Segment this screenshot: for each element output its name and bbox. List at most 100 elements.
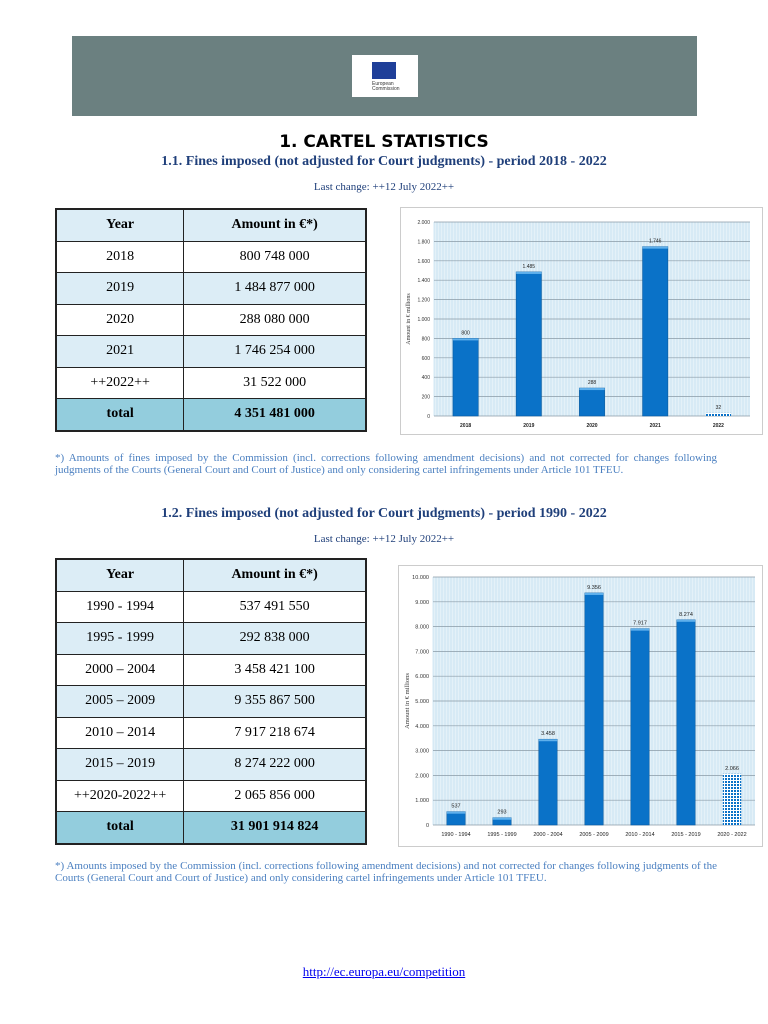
x-tick-label: 2021 (650, 423, 661, 429)
european-commission-logo: European Commission (352, 55, 418, 97)
section1-subtitle: 1.1. Fines imposed (not adjusted for Cou… (161, 154, 607, 169)
y-tick-label: 1.400 (417, 278, 430, 284)
cell-amount: 292 838 000 (183, 622, 367, 655)
cell-amount: 9 355 867 500 (183, 685, 367, 718)
cell-amount: 31 522 000 (183, 366, 367, 399)
data-label: 8.274 (679, 612, 693, 618)
section2-subtitle: 1.2. Fines imposed (not adjusted for Cou… (161, 506, 607, 521)
y-tick-label: 3.000 (415, 749, 429, 755)
section2-footnote: *) Amounts imposed by the Commission (in… (55, 860, 717, 884)
y-tick-label: 1.000 (415, 798, 429, 804)
bar-top-highlight (452, 338, 479, 341)
y-tick-label: 400 (422, 375, 431, 381)
table-row: 2018 800 748 000 (55, 240, 367, 273)
cell-year: 2020 (55, 303, 185, 336)
x-tick-label: 2010 - 2014 (625, 832, 654, 838)
cell-amount: 2 065 856 000 (183, 779, 367, 812)
y-tick-label: 0 (426, 823, 429, 829)
cell-year: ++2020-2022++ (55, 779, 185, 812)
table-header: Year Amount in €*) (55, 208, 367, 242)
bar-top-highlight (584, 592, 604, 595)
y-tick-label: 1.000 (417, 317, 430, 323)
cell-year: 2000 – 2004 (55, 653, 185, 686)
bar (705, 412, 732, 416)
bar-top-highlight (630, 628, 650, 631)
table-row: 1990 - 1994 537 491 550 (55, 590, 367, 623)
table-header: Year Amount in €*) (55, 558, 367, 592)
cell-amount: 800 748 000 (183, 240, 367, 273)
bar-top-highlight (579, 388, 605, 391)
col-amount: Amount in €*) (183, 208, 367, 242)
cell-amount: 3 458 421 100 (183, 653, 367, 686)
x-tick-label: 2019 (523, 423, 534, 429)
cell-amount: 1 484 877 000 (183, 272, 367, 305)
bar-top-highlight (492, 817, 512, 820)
table-row: 2020 288 080 000 (55, 303, 367, 336)
x-tick-label: 2020 - 2022 (717, 832, 746, 838)
competition-link[interactable]: http://ec.europa.eu/competition (302, 964, 466, 979)
total-row: total 31 901 914 824 (55, 811, 367, 844)
cell-total-label: total (55, 811, 185, 844)
total-row: total 4 351 481 000 (55, 398, 367, 431)
chart-fines-2018-2022: 0 200 400 600 800 1.000 1.200 1.400 1.600 1.800 2.… (400, 207, 763, 435)
data-label: 2.066 (725, 766, 739, 772)
table-row: 2021 1 746 254 000 (55, 335, 367, 368)
y-tick-label: 1.200 (417, 298, 430, 304)
cell-amount: 7 917 218 674 (183, 716, 367, 749)
y-tick-label: 7.000 (415, 649, 429, 655)
table-row: ++2020-2022++ 2 065 856 000 (55, 779, 367, 812)
x-tick-label: 2020 (586, 423, 597, 429)
bar-top-highlight (676, 619, 696, 622)
y-axis-label: Amount in € millions (404, 673, 411, 729)
data-label: 288 (588, 380, 597, 386)
data-label: 537 (451, 804, 460, 810)
bar-top-highlight (538, 739, 558, 742)
logo-text: European Commission (372, 81, 400, 92)
y-tick-label: 4.000 (415, 724, 429, 730)
y-tick-label: 5.000 (415, 699, 429, 705)
bar (452, 338, 479, 417)
y-tick-label: 6.000 (415, 674, 429, 680)
x-tick-label: 2022 (713, 423, 724, 429)
data-label: 293 (497, 810, 506, 816)
x-tick-label: 2000 - 2004 (533, 832, 562, 838)
bar (722, 773, 742, 825)
y-tick-label: 0 (427, 414, 430, 420)
y-tick-label: 800 (422, 336, 431, 342)
cell-year: 2021 (55, 335, 185, 368)
bar (446, 811, 466, 826)
x-tick-label: 1995 - 1999 (487, 832, 516, 838)
y-tick-label: 600 (422, 356, 431, 362)
col-year: Year (55, 208, 185, 242)
y-tick-label: 200 (422, 395, 431, 401)
cell-total-amount: 4 351 481 000 (183, 398, 367, 431)
bar-top-highlight (446, 811, 466, 814)
table-row: 1995 - 1999 292 838 000 (55, 622, 367, 655)
y-tick-label: 1.800 (417, 239, 430, 245)
table-row: 2015 – 2019 8 274 222 000 (55, 748, 367, 781)
bar (538, 738, 558, 826)
bar (642, 246, 669, 417)
col-year: Year (55, 558, 185, 592)
cell-year: 2005 – 2009 (55, 685, 185, 718)
table-row: 2019 1 484 877 000 (55, 272, 367, 305)
cell-year: 1990 - 1994 (55, 590, 185, 623)
col-amount: Amount in €*) (183, 558, 367, 592)
bar-top-highlight (516, 271, 542, 274)
y-tick-label: 10.000 (412, 575, 429, 581)
data-label: 32 (716, 405, 722, 411)
cell-amount: 8 274 222 000 (183, 748, 367, 781)
bar (630, 628, 650, 826)
fines-table-1990-2022: Year Amount in €*) 1990 - 1994 537 491 550… (55, 558, 367, 845)
cell-year: 1995 - 1999 (55, 622, 185, 655)
section1-footnote: *) Amounts of fines imposed by the Commi… (55, 452, 717, 476)
data-label: 3.458 (541, 731, 555, 737)
cell-total-amount: 31 901 914 824 (183, 811, 367, 844)
x-tick-label: 1990 - 1994 (441, 832, 470, 838)
cell-amount: 1 746 254 000 (183, 335, 367, 368)
x-tick-label: 2005 - 2009 (579, 832, 608, 838)
y-axis-label: Amount in € millions (406, 293, 412, 345)
data-label: 800 (461, 330, 470, 336)
data-label: 1.746 (649, 239, 662, 245)
